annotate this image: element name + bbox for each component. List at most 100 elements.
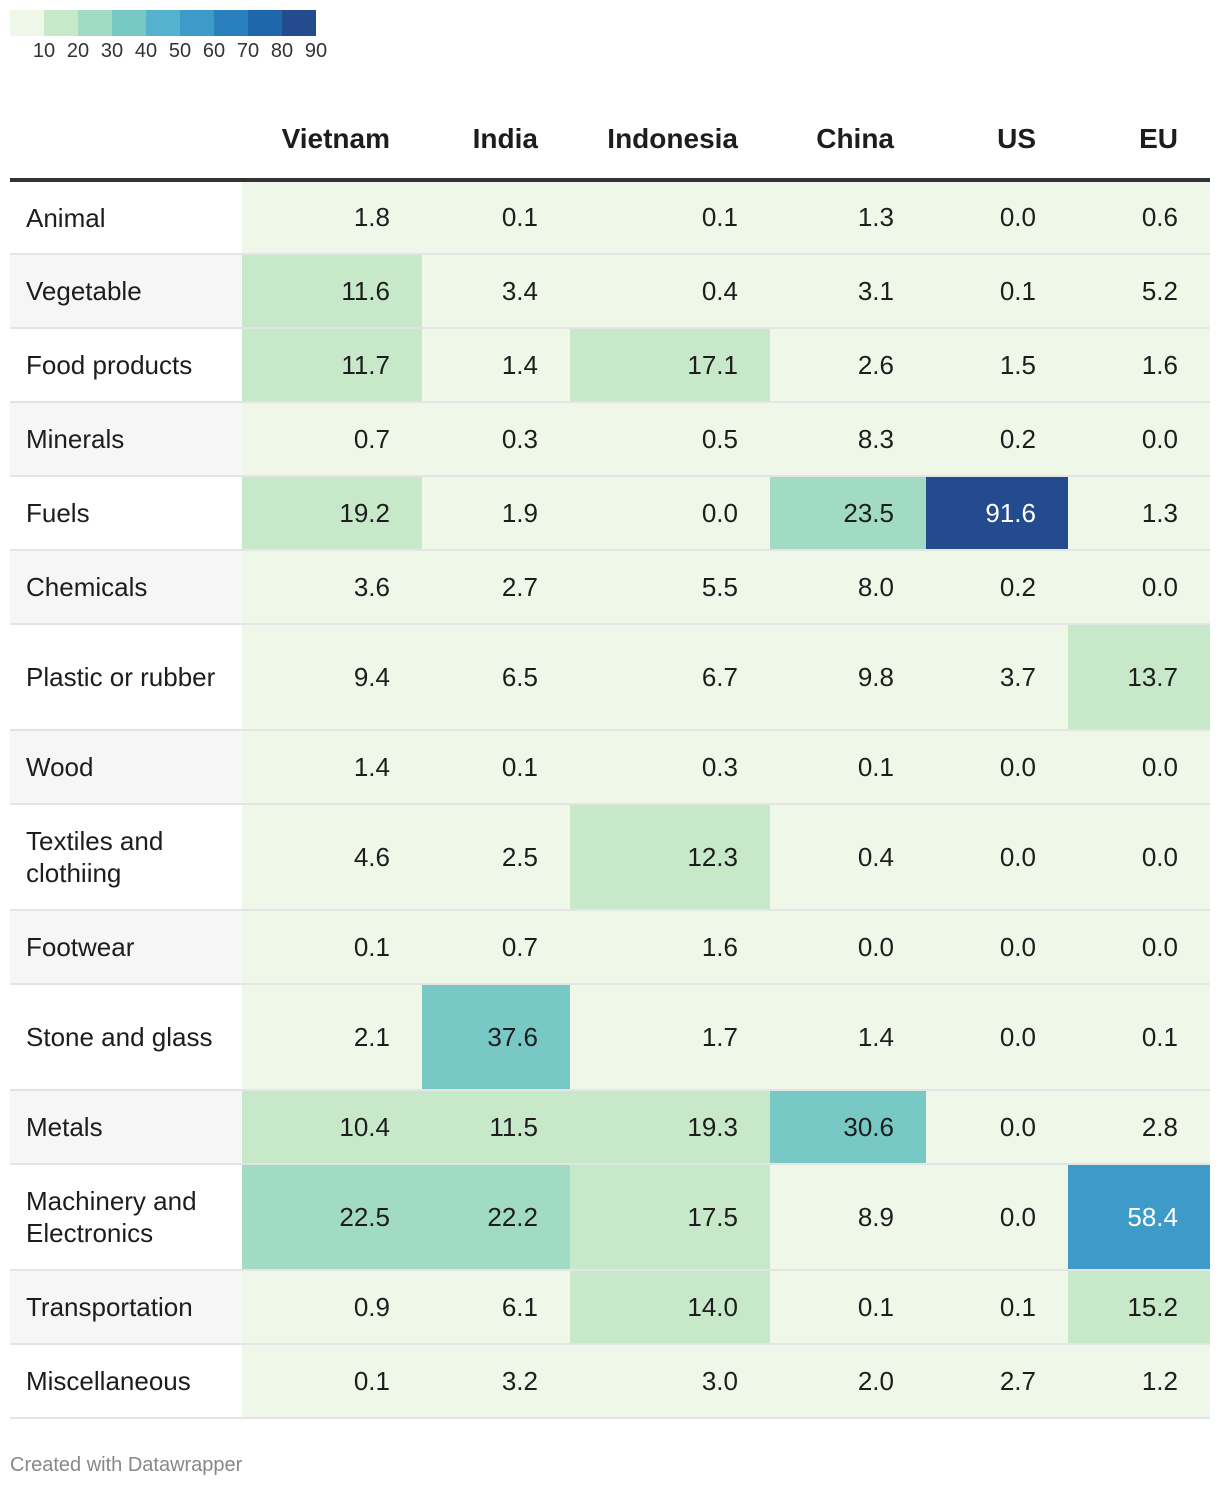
legend-tick-label: 70	[236, 40, 260, 62]
heatmap-cell: 1.2	[1068, 1344, 1210, 1419]
heatmap-cell: 19.3	[570, 1090, 770, 1165]
heatmap-cell: 0.1	[926, 254, 1068, 329]
heatmap-cell: 0.4	[570, 254, 770, 329]
heatmap-cell: 17.5	[570, 1164, 770, 1271]
heatmap-cell: 0.6	[1068, 180, 1210, 255]
legend-ticks: 10 20 30 40 50 60 70 80 90	[10, 36, 327, 66]
heatmap-cell: 3.1	[770, 254, 926, 329]
heatmap-cell: 0.0	[1068, 402, 1210, 477]
table-row: Minerals 0.7 0.3 0.5 8.3 0.2 0.0	[10, 402, 1210, 477]
heatmap-cell: 58.4	[1068, 1164, 1210, 1271]
heatmap-cell: 0.1	[770, 730, 926, 805]
heatmap-cell: 2.7	[422, 550, 570, 625]
heatmap-cell: 2.8	[1068, 1090, 1210, 1165]
heatmap-cell: 3.7	[926, 624, 1068, 731]
heatmap-cell: 8.0	[770, 550, 926, 625]
heatmap-cell: 2.6	[770, 328, 926, 403]
heatmap-cell: 8.3	[770, 402, 926, 477]
heatmap-cell: 0.0	[770, 910, 926, 985]
heatmap-cell: 0.1	[570, 180, 770, 255]
heatmap-cell: 3.4	[422, 254, 570, 329]
row-label: Machinery and Electronics	[10, 1164, 242, 1271]
table-row: Metals 10.4 11.5 19.3 30.6 0.0 2.8	[10, 1090, 1210, 1165]
heatmap-cell: 0.1	[770, 1270, 926, 1345]
heatmap-cell: 0.0	[926, 1090, 1068, 1165]
footer-credit: Created with Datawrapper	[10, 1454, 243, 1476]
legend-swatch	[112, 10, 146, 36]
heatmap-cell: 0.0	[570, 476, 770, 551]
row-label: Minerals	[10, 402, 242, 477]
heatmap-cell: 10.4	[242, 1090, 422, 1165]
heatmap-table: Vietnam India Indonesia China US EU Animal 1.8…	[10, 100, 1210, 1419]
heatmap-cell: 0.0	[926, 984, 1068, 1091]
column-header: Indonesia	[570, 100, 770, 182]
table-row: Machinery and Electronics 22.5 22.2 17.5 8.9…	[10, 1164, 1210, 1271]
heatmap-cell: 4.6	[242, 804, 422, 911]
legend-swatch	[282, 10, 316, 36]
heatmap-cell: 1.8	[242, 180, 422, 255]
column-header: Vietnam	[242, 100, 422, 182]
heatmap-cell: 3.2	[422, 1344, 570, 1419]
heatmap-cell: 0.0	[926, 910, 1068, 985]
heatmap-cell: 0.1	[422, 180, 570, 255]
table-row: Footwear 0.1 0.7 1.6 0.0 0.0 0.0	[10, 910, 1210, 985]
heatmap-cell: 9.4	[242, 624, 422, 731]
table-row: Fuels 19.2 1.9 0.0 23.5 91.6 1.3	[10, 476, 1210, 551]
heatmap-cell: 8.9	[770, 1164, 926, 1271]
heatmap-cell: 0.1	[926, 1270, 1068, 1345]
row-label: Plastic or rubber	[10, 624, 242, 731]
table-row: Animal 1.8 0.1 0.1 1.3 0.0 0.6	[10, 180, 1210, 255]
heatmap-cell: 6.7	[570, 624, 770, 731]
heatmap-cell: 22.2	[422, 1164, 570, 1271]
table-row: Miscellaneous 0.1 3.2 3.0 2.0 2.7 1.2	[10, 1344, 1210, 1419]
heatmap-cell: 2.7	[926, 1344, 1068, 1419]
heatmap-cell: 0.2	[926, 402, 1068, 477]
heatmap-cell: 0.0	[926, 730, 1068, 805]
heatmap-cell: 1.4	[242, 730, 422, 805]
row-label: Stone and glass	[10, 984, 242, 1091]
heatmap-cell: 11.5	[422, 1090, 570, 1165]
heatmap-cell: 0.0	[926, 1164, 1068, 1271]
heatmap-cell: 37.6	[422, 984, 570, 1091]
legend-swatches	[10, 10, 316, 36]
heatmap-cell: 0.0	[926, 804, 1068, 911]
column-header: China	[770, 100, 926, 182]
legend-tick-label: 40	[134, 40, 158, 62]
table-row: Wood 1.4 0.1 0.3 0.1 0.0 0.0	[10, 730, 1210, 805]
heatmap-cell: 0.0	[1068, 804, 1210, 911]
row-label: Animal	[10, 180, 242, 255]
legend-swatch	[146, 10, 180, 36]
row-label: Miscellaneous	[10, 1344, 242, 1419]
column-header: US	[926, 100, 1068, 182]
column-header: EU	[1068, 100, 1210, 182]
heatmap-cell: 30.6	[770, 1090, 926, 1165]
heatmap-cell: 2.5	[422, 804, 570, 911]
legend-swatch	[214, 10, 248, 36]
heatmap-cell: 19.2	[242, 476, 422, 551]
heatmap-cell: 22.5	[242, 1164, 422, 1271]
table-row: Textiles and clothiing 4.6 2.5 12.3 0.4 0.0 0.…	[10, 804, 1210, 911]
legend-tick-label: 90	[304, 40, 328, 62]
heatmap-cell: 5.5	[570, 550, 770, 625]
heatmap-cell: 9.8	[770, 624, 926, 731]
row-label: Chemicals	[10, 550, 242, 625]
row-label: Textiles and clothiing	[10, 804, 242, 911]
row-label: Fuels	[10, 476, 242, 551]
heatmap-cell: 3.6	[242, 550, 422, 625]
row-label: Transportation	[10, 1270, 242, 1345]
heatmap-cell: 1.3	[770, 180, 926, 255]
heatmap-cell: 0.1	[1068, 984, 1210, 1091]
heatmap-cell: 6.5	[422, 624, 570, 731]
row-label: Footwear	[10, 910, 242, 985]
heatmap-cell: 1.9	[422, 476, 570, 551]
heatmap-cell: 0.4	[770, 804, 926, 911]
table-row: Transportation 0.9 6.1 14.0 0.1 0.1 15.2	[10, 1270, 1210, 1345]
row-label: Wood	[10, 730, 242, 805]
heatmap-cell: 1.6	[570, 910, 770, 985]
legend-tick-label: 50	[168, 40, 192, 62]
heatmap-cell: 0.0	[926, 180, 1068, 255]
heatmap-cell: 0.0	[1068, 730, 1210, 805]
row-label: Vegetable	[10, 254, 242, 329]
legend-tick-label: 10	[32, 40, 56, 62]
heatmap-cell: 0.0	[1068, 910, 1210, 985]
